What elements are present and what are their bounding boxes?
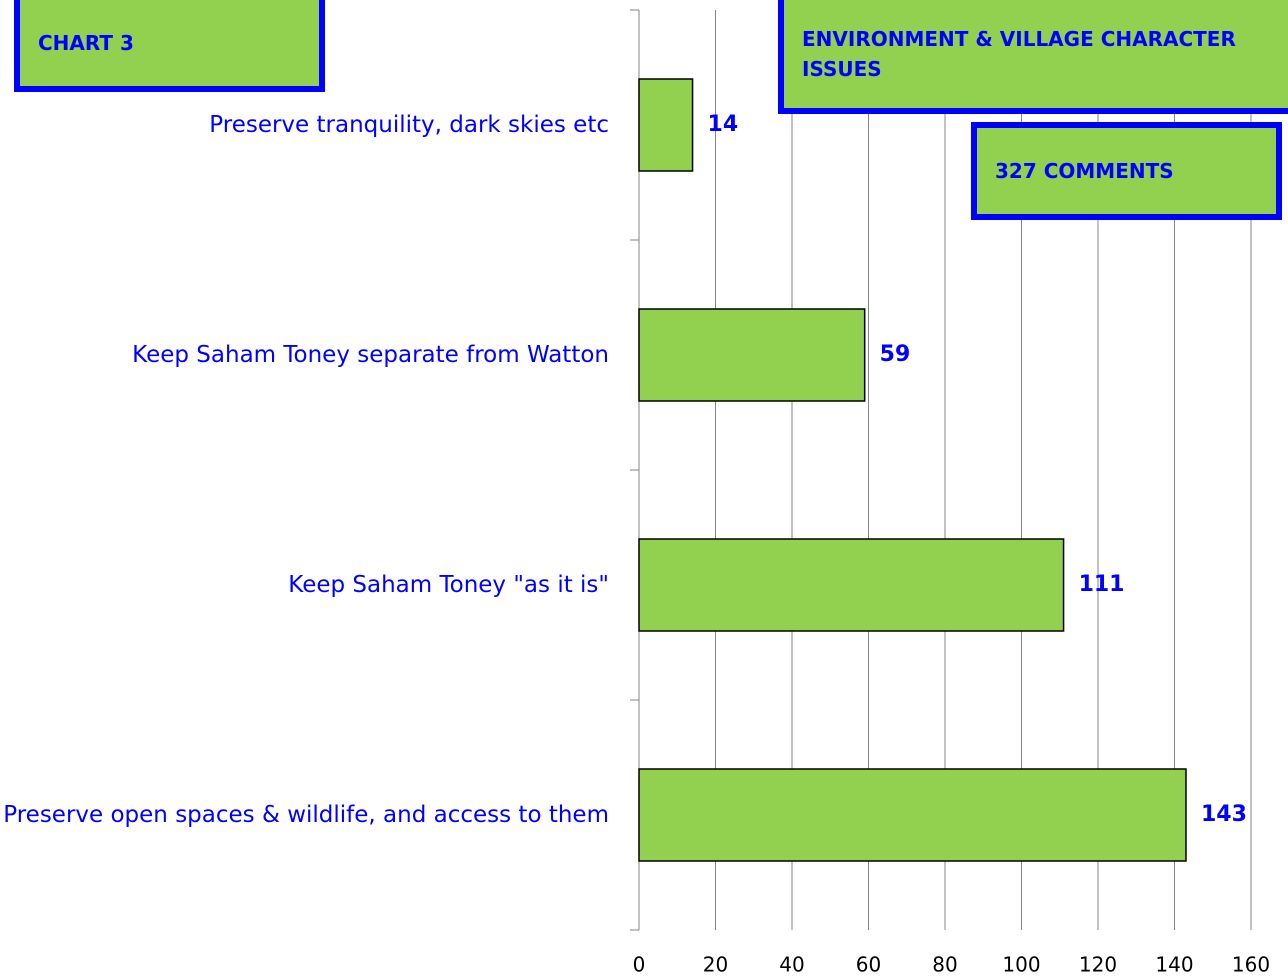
x-tick-label: 0 bbox=[633, 953, 646, 977]
value-label: 59 bbox=[880, 342, 911, 367]
chart-title: ENVIRONMENT & VILLAGE CHARACTER ISSUES bbox=[802, 27, 1236, 81]
category-label-row: Keep Saham Toney separate from Watton bbox=[0, 305, 609, 405]
category-label-row: Keep Saham Toney "as it is" bbox=[0, 535, 609, 635]
x-tick-label: 60 bbox=[856, 953, 881, 977]
x-tick-label: 40 bbox=[779, 953, 804, 977]
category-label: Preserve open spaces & wildlife, and acc… bbox=[3, 801, 609, 828]
x-tick-label: 100 bbox=[1002, 953, 1040, 977]
value-label: 111 bbox=[1079, 572, 1125, 597]
category-label-row: Preserve tranquility, dark skies etc bbox=[0, 75, 609, 175]
bar bbox=[638, 308, 866, 402]
category-label: Keep Saham Toney "as it is" bbox=[288, 571, 609, 598]
title-box: ENVIRONMENT & VILLAGE CHARACTER ISSUES bbox=[778, 0, 1288, 114]
category-label-row: Preserve open spaces & wildlife, and acc… bbox=[0, 765, 609, 865]
annotation-box: CHART 3 bbox=[14, 0, 325, 92]
value-label: 14 bbox=[708, 112, 739, 137]
subtitle-box: 327 COMMENTS bbox=[971, 122, 1282, 220]
value-label: 143 bbox=[1201, 802, 1247, 827]
bar bbox=[638, 538, 1065, 632]
annotation: CHART 3 bbox=[38, 31, 134, 55]
x-tick-label: 20 bbox=[703, 953, 728, 977]
x-tick-label: 140 bbox=[1155, 953, 1193, 977]
category-label: Keep Saham Toney separate from Watton bbox=[132, 341, 609, 368]
bar bbox=[638, 78, 694, 172]
chart-subtitle: 327 COMMENTS bbox=[995, 159, 1174, 183]
x-tick-label: 80 bbox=[932, 953, 957, 977]
x-tick-label: 120 bbox=[1079, 953, 1117, 977]
x-tick-label: 160 bbox=[1232, 953, 1270, 977]
bar bbox=[638, 768, 1187, 862]
category-label: Preserve tranquility, dark skies etc bbox=[209, 111, 609, 138]
